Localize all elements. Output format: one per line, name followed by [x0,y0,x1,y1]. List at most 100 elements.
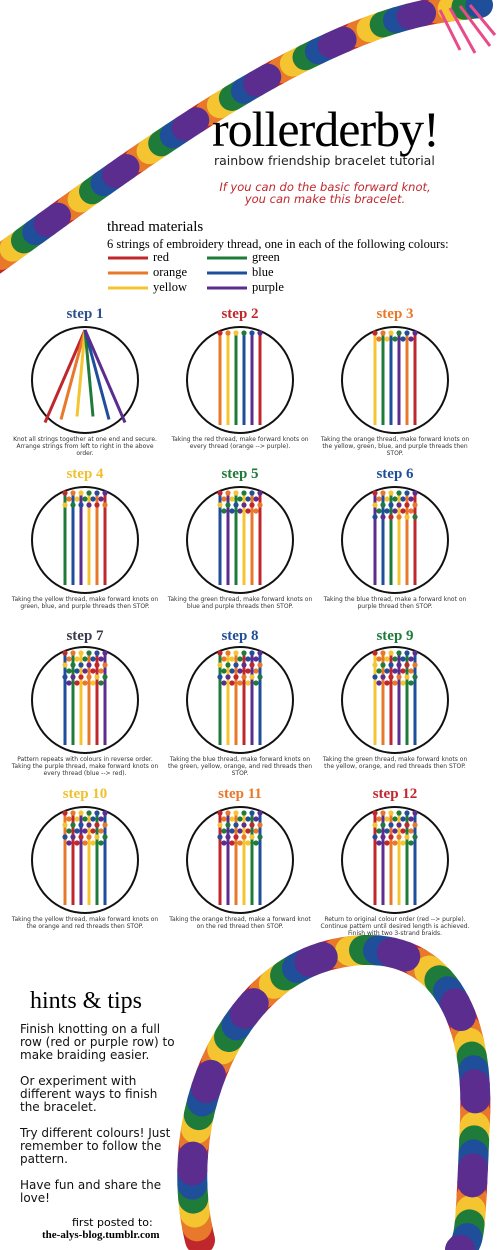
knot [237,816,243,822]
step-circle [186,646,294,754]
knot [74,840,80,846]
thread-name: green [252,250,280,264]
knot [237,496,243,502]
knot [404,662,410,668]
knot [257,822,263,828]
knot [217,810,223,816]
knot [249,662,255,668]
knot [102,662,108,668]
knot [86,662,92,668]
knot [380,674,386,680]
knot [98,828,104,834]
knot [412,810,418,816]
knot [70,502,76,508]
knot [249,822,255,828]
knot [102,502,108,508]
knot [90,816,96,822]
knot [98,656,104,662]
knot [237,828,243,834]
knot [257,662,263,668]
knot [221,496,227,502]
knot [404,490,410,496]
knot [257,674,263,680]
knot [396,662,402,668]
thread-name: yellow [153,280,188,294]
knot [404,502,410,508]
step-caption: Taking the red thread, make forward knot… [171,436,309,450]
knot [82,828,88,834]
step-circle [31,646,139,754]
knot [392,828,398,834]
step-caption: Return to original colour order (red -->… [320,916,470,937]
knot [225,502,231,508]
knot [241,490,247,496]
thread-name: orange [153,265,188,279]
knot [257,834,263,840]
knot [253,496,259,502]
knot [400,496,406,502]
knot [86,822,92,828]
knot [233,822,239,828]
knot [62,834,68,840]
step-label: step 8 [221,628,259,644]
knot [221,508,227,514]
knot [237,508,243,514]
knot [233,662,239,668]
knot [400,336,406,342]
knot [380,650,386,656]
knot [245,680,251,686]
knot [241,810,247,816]
knot [241,650,247,656]
knot [388,834,394,840]
knot [229,508,235,514]
knot [233,810,239,816]
knot [90,496,96,502]
knot [78,674,84,680]
step-label: step 9 [376,628,414,644]
knot [245,840,251,846]
knot [221,816,227,822]
knot [82,668,88,674]
knot [384,336,390,342]
tips: Finish knotting on a full row (red or pu… [20,1023,180,1218]
knot [90,680,96,686]
knot [384,496,390,502]
knot [408,496,414,502]
knot [249,810,255,816]
knot [94,810,100,816]
knot [376,828,382,834]
knot [392,508,398,514]
knot [400,508,406,514]
knot [62,502,68,508]
knot [380,502,386,508]
knot [62,490,68,496]
step-label: step 6 [376,466,414,482]
step-circle [341,326,449,434]
step-caption: Taking the yellow thread, make forward k… [11,596,159,610]
step-label: step 5 [221,466,259,482]
knot [78,834,84,840]
knot [388,330,394,336]
knot [90,828,96,834]
step-circle [186,806,294,914]
knot [245,668,251,674]
footer-site: the-alys-blog.tumblr.com [42,1229,160,1241]
knot [412,514,418,520]
knot [62,822,68,828]
knot [396,490,402,496]
knot [70,810,76,816]
knot [217,330,223,336]
knot [86,502,92,508]
step-caption: Taking the blue thread, make forward kno… [167,756,313,777]
knot [253,840,259,846]
knot [102,834,108,840]
knot [400,680,406,686]
knot [62,810,68,816]
knot [225,650,231,656]
knot [70,662,76,668]
step-circle [341,486,449,594]
knot [388,662,394,668]
step-circle [186,326,294,434]
knot [372,490,378,496]
